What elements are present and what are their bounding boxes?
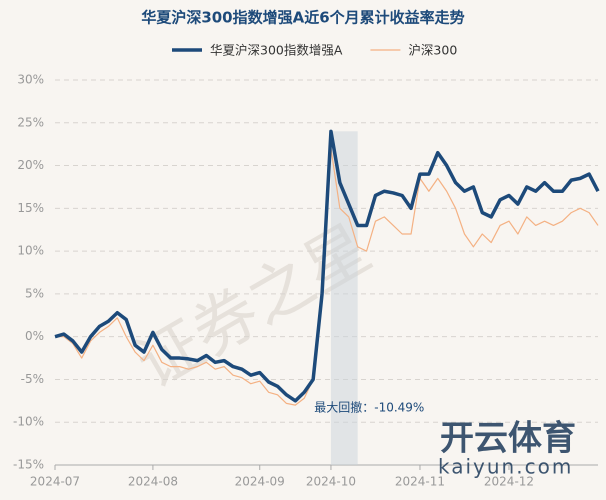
y-tick-label: -15%: [13, 458, 44, 472]
x-tick-label: 2024-11: [395, 475, 445, 489]
y-tick-label: 5%: [25, 286, 44, 300]
x-tick-label: 2024-08: [128, 475, 178, 489]
x-tick-label: 2024-07: [30, 475, 80, 489]
y-tick-label: -5%: [21, 372, 44, 386]
chart-title: 华夏沪深300指数增强A近6个月累计收益率走势: [141, 9, 464, 27]
legend-label: 华夏沪深300指数增强A: [210, 43, 343, 58]
y-tick-label: 30%: [17, 73, 44, 87]
y-tick-label: 20%: [17, 158, 44, 172]
series-line: [54, 129, 600, 403]
watermark-logo: 开云体育: [440, 419, 576, 459]
x-tick-label: 2024-10: [306, 475, 356, 489]
y-tick-label: 15%: [17, 201, 44, 215]
drawdown-label: 最大回撤：-10.49%: [314, 400, 424, 415]
drawdown-area: [330, 131, 358, 466]
x-tick-label: 2024-09: [235, 475, 285, 489]
y-tick-label: 25%: [17, 115, 44, 129]
legend: 华夏沪深300指数增强A 沪深300: [172, 43, 457, 58]
y-tick-label: 0%: [25, 329, 44, 343]
y-tick-label: -10%: [13, 415, 44, 429]
x-tick-label: 2024-12: [484, 475, 534, 489]
y-tick-label: 10%: [17, 244, 44, 258]
legend-label: 沪深300: [408, 43, 457, 58]
watermark-url: kaiyun.com: [438, 455, 573, 479]
